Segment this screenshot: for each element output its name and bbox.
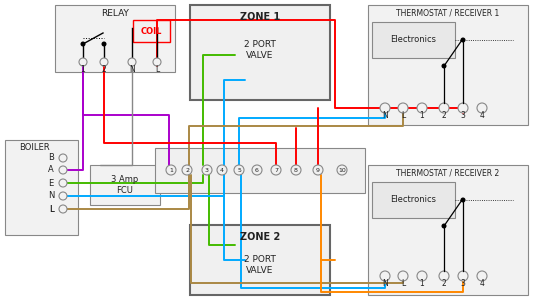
Bar (368, 5, 528, 125)
Bar (55, 5, 175, 72)
Circle shape (461, 38, 465, 42)
Text: 7: 7 (274, 167, 278, 172)
Text: 10: 10 (338, 167, 346, 172)
Bar (155, 148, 365, 193)
Text: B: B (48, 154, 54, 163)
Bar (90, 165, 160, 205)
Circle shape (59, 179, 67, 187)
Circle shape (59, 166, 67, 174)
Text: 3: 3 (461, 280, 465, 289)
Circle shape (79, 58, 87, 66)
Text: E: E (49, 178, 54, 188)
Bar (372, 22, 455, 58)
Text: 2 PORT
VALVE: 2 PORT VALVE (244, 40, 276, 60)
Circle shape (102, 42, 106, 46)
Bar (133, 20, 170, 42)
Text: 4: 4 (220, 167, 224, 172)
Bar (5, 140, 78, 235)
Text: 1: 1 (80, 64, 85, 74)
Circle shape (442, 224, 446, 228)
Bar (372, 182, 455, 218)
Circle shape (417, 103, 427, 113)
Circle shape (234, 165, 244, 175)
Text: 3 Amp
FCU: 3 Amp FCU (111, 175, 139, 195)
Circle shape (81, 42, 85, 46)
Text: A: A (48, 166, 54, 175)
Circle shape (182, 165, 192, 175)
Text: L: L (49, 205, 53, 214)
Circle shape (153, 58, 161, 66)
Circle shape (477, 271, 487, 281)
Text: 3: 3 (205, 167, 209, 172)
Circle shape (337, 165, 347, 175)
Text: N: N (382, 280, 388, 289)
Circle shape (291, 165, 301, 175)
Circle shape (202, 165, 212, 175)
Circle shape (458, 103, 468, 113)
Circle shape (380, 103, 390, 113)
Bar (190, 225, 330, 295)
Text: L: L (401, 112, 405, 121)
Bar (368, 165, 528, 295)
Circle shape (252, 165, 262, 175)
Text: L: L (401, 280, 405, 289)
Text: ZONE 2: ZONE 2 (240, 232, 280, 242)
Circle shape (271, 165, 281, 175)
Circle shape (59, 154, 67, 162)
Circle shape (380, 271, 390, 281)
Circle shape (128, 58, 136, 66)
Text: 2: 2 (102, 64, 107, 74)
Text: 6: 6 (255, 167, 259, 172)
Text: L: L (155, 64, 159, 74)
Text: 3: 3 (461, 112, 465, 121)
Circle shape (442, 64, 446, 68)
Text: N: N (48, 191, 54, 200)
Text: 1: 1 (419, 280, 424, 289)
Text: 4: 4 (480, 280, 484, 289)
Bar (190, 5, 330, 100)
Text: L: L (49, 205, 53, 214)
Text: ZONE 1: ZONE 1 (240, 12, 280, 22)
Circle shape (461, 198, 465, 202)
Circle shape (398, 103, 408, 113)
Text: N: N (129, 64, 135, 74)
Text: 1: 1 (419, 112, 424, 121)
Text: Electronics: Electronics (390, 35, 436, 44)
Circle shape (59, 205, 67, 213)
Text: 5: 5 (237, 167, 241, 172)
Circle shape (477, 103, 487, 113)
Text: 2 PORT
VALVE: 2 PORT VALVE (244, 255, 276, 275)
Text: RELAY: RELAY (101, 8, 129, 17)
Text: 2: 2 (442, 112, 446, 121)
Circle shape (439, 271, 449, 281)
Text: 2: 2 (185, 167, 189, 172)
Text: Electronics: Electronics (390, 196, 436, 205)
Text: 1: 1 (169, 167, 173, 172)
Circle shape (417, 271, 427, 281)
Text: THERMOSTAT / RECEIVER 2: THERMOSTAT / RECEIVER 2 (397, 169, 499, 178)
Text: 2: 2 (442, 280, 446, 289)
Circle shape (59, 192, 67, 200)
Text: N: N (382, 112, 388, 121)
Circle shape (439, 103, 449, 113)
Text: 4: 4 (480, 112, 484, 121)
Circle shape (166, 165, 176, 175)
Text: 8: 8 (294, 167, 298, 172)
Circle shape (458, 271, 468, 281)
Text: COIL: COIL (140, 26, 161, 35)
Circle shape (313, 165, 323, 175)
Circle shape (217, 165, 227, 175)
Circle shape (398, 271, 408, 281)
Text: THERMOSTAT / RECEIVER 1: THERMOSTAT / RECEIVER 1 (397, 8, 499, 17)
Text: BOILER: BOILER (19, 142, 50, 152)
Text: 9: 9 (316, 167, 320, 172)
Circle shape (100, 58, 108, 66)
